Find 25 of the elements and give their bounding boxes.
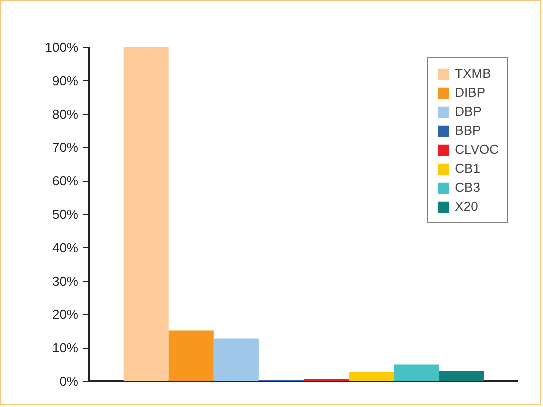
legend-label: X20 (455, 199, 478, 214)
y-tick-label: 30% (52, 274, 79, 289)
y-tick-label: 100% (45, 40, 79, 55)
y-tick-label: 80% (52, 106, 79, 122)
bar (214, 338, 259, 382)
bar (168, 330, 214, 382)
legend-label: BBP (455, 123, 482, 138)
legend-label: DIBP (455, 85, 486, 100)
y-tick-label: 50% (52, 207, 79, 222)
y-tick-label: 20% (52, 307, 79, 322)
y-tick-label: 90% (52, 73, 79, 88)
legend-label: CB1 (455, 161, 480, 176)
bar (124, 48, 169, 382)
legend-label: TXMB (455, 66, 492, 81)
y-tick-label: 0% (60, 374, 79, 389)
y-tick-label: 60% (52, 174, 79, 189)
bar (394, 364, 440, 382)
y-tick-label: 70% (52, 140, 79, 156)
legend-label: CB3 (455, 180, 480, 195)
y-tick-label: 40% (52, 240, 79, 256)
legend-label: DBP (455, 104, 482, 119)
y-tick-label: 10% (52, 340, 79, 356)
bar (349, 372, 394, 382)
bar (439, 371, 484, 382)
legend-label: CLVOC (455, 142, 499, 157)
